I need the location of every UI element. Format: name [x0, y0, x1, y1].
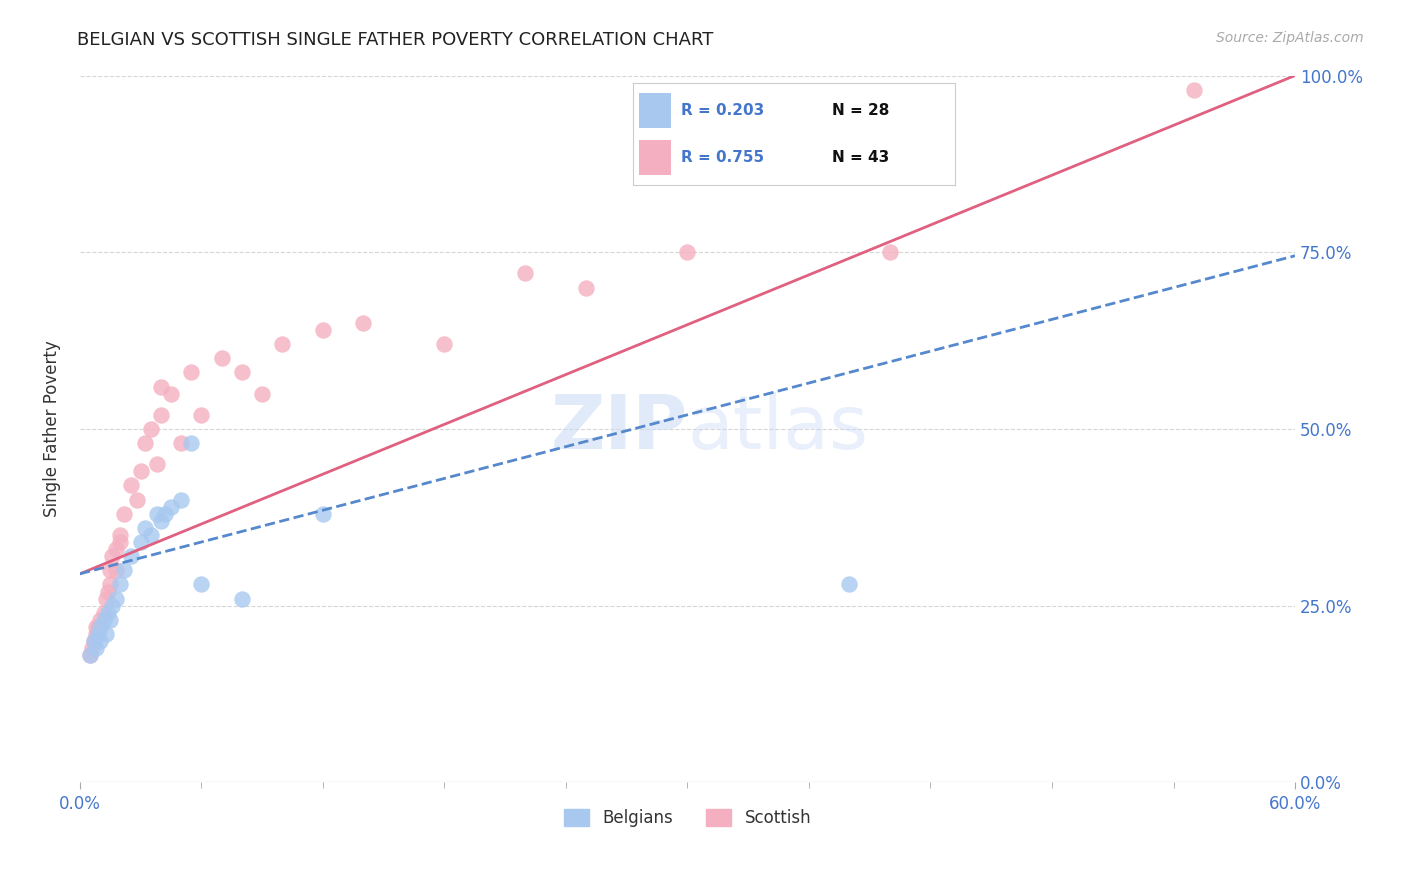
Point: [271, 337, 294, 351]
Point: [120, 549, 142, 564]
Point: [101, 549, 124, 564]
Point: [84, 627, 107, 641]
Point: [139, 528, 162, 542]
Point: [84, 620, 107, 634]
Point: [96, 627, 118, 641]
Point: [515, 267, 537, 281]
Point: [112, 507, 135, 521]
Point: [676, 245, 699, 260]
Point: [105, 542, 128, 557]
Point: [170, 436, 193, 450]
Point: [80, 641, 103, 656]
Point: [160, 386, 183, 401]
Point: [110, 577, 132, 591]
Point: [110, 535, 132, 549]
Point: [146, 457, 169, 471]
Point: [89, 613, 111, 627]
Point: [575, 280, 598, 294]
Point: [98, 613, 121, 627]
Point: [98, 563, 121, 577]
Point: [98, 577, 121, 591]
Point: [149, 514, 172, 528]
Point: [129, 535, 152, 549]
Point: [87, 627, 110, 641]
Point: [97, 584, 120, 599]
Text: atlas: atlas: [688, 392, 869, 466]
Text: Source: ZipAtlas.com: Source: ZipAtlas.com: [1216, 31, 1364, 45]
Point: [149, 408, 172, 422]
Text: BELGIAN VS SCOTTISH SINGLE FATHER POVERTY CORRELATION CHART: BELGIAN VS SCOTTISH SINGLE FATHER POVERT…: [77, 31, 714, 49]
Point: [110, 528, 132, 542]
Point: [105, 563, 128, 577]
Point: [170, 492, 193, 507]
Point: [231, 591, 253, 606]
Point: [89, 620, 111, 634]
Point: [149, 379, 172, 393]
Point: [120, 478, 142, 492]
Point: [433, 337, 456, 351]
Point: [89, 620, 111, 634]
Legend: Belgians, Scottish: Belgians, Scottish: [557, 803, 818, 834]
Point: [1182, 83, 1205, 97]
Point: [84, 641, 107, 656]
Point: [312, 507, 335, 521]
Point: [211, 351, 233, 366]
Point: [879, 245, 901, 260]
Point: [105, 591, 128, 606]
Point: [79, 648, 101, 662]
Point: [139, 422, 162, 436]
Point: [93, 606, 115, 620]
Point: [125, 492, 148, 507]
Point: [190, 577, 212, 591]
Point: [250, 386, 273, 401]
Point: [160, 500, 183, 514]
Point: [83, 634, 105, 648]
Point: [134, 521, 156, 535]
Point: [838, 577, 860, 591]
Point: [96, 591, 118, 606]
Point: [83, 634, 105, 648]
Point: [79, 648, 101, 662]
Point: [129, 464, 152, 478]
Point: [89, 634, 111, 648]
Point: [101, 599, 124, 613]
Point: [97, 606, 120, 620]
Point: [180, 436, 202, 450]
Y-axis label: Single Father Poverty: Single Father Poverty: [44, 341, 60, 517]
Text: ZIP: ZIP: [550, 392, 688, 466]
Point: [312, 323, 335, 337]
Point: [93, 613, 115, 627]
Point: [134, 436, 156, 450]
Point: [112, 563, 135, 577]
Point: [146, 507, 169, 521]
Point: [153, 507, 176, 521]
Point: [231, 365, 253, 379]
Point: [180, 365, 202, 379]
Point: [352, 316, 374, 330]
Point: [190, 408, 212, 422]
Point: [87, 620, 110, 634]
